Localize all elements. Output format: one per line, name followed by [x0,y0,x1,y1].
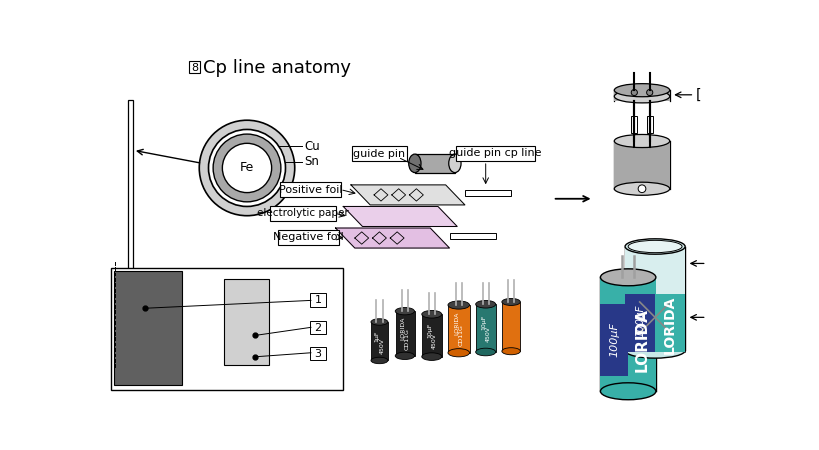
Text: CD11G: CD11G [458,324,463,346]
Text: 1μF: 1μF [374,331,379,342]
FancyBboxPatch shape [280,182,341,197]
Bar [447,305,469,353]
Ellipse shape [475,301,495,308]
Ellipse shape [395,352,414,360]
Text: 8: 8 [191,63,198,73]
FancyBboxPatch shape [310,293,325,306]
Bar [128,100,133,301]
Text: 1: 1 [314,295,321,305]
FancyBboxPatch shape [310,347,325,360]
FancyBboxPatch shape [351,146,406,161]
Ellipse shape [613,90,669,103]
Bar [464,190,510,196]
Ellipse shape [613,135,669,148]
Ellipse shape [447,301,469,309]
Bar [613,141,669,189]
Bar [114,271,181,385]
Text: LORIDA: LORIDA [634,308,649,372]
Bar [631,116,636,133]
FancyBboxPatch shape [188,61,200,73]
Text: 100μF: 100μF [635,305,645,338]
Circle shape [646,90,652,95]
Text: LORIDA: LORIDA [454,311,459,335]
Text: Positive foil: Positive foil [278,184,342,194]
Text: Fe: Fe [240,162,254,175]
Polygon shape [343,207,457,226]
Bar [646,116,652,133]
Text: [: [ [695,88,700,102]
Ellipse shape [421,310,441,318]
Text: 3: 3 [314,349,321,359]
Bar [600,304,627,376]
Ellipse shape [600,269,655,286]
Text: 450V: 450V [431,333,436,348]
Circle shape [631,90,636,95]
Ellipse shape [370,357,387,364]
Bar [111,268,343,390]
Circle shape [213,134,281,202]
Circle shape [199,120,294,216]
Text: Negative foil: Negative foil [273,232,343,242]
Ellipse shape [447,349,469,357]
FancyBboxPatch shape [278,230,338,245]
Text: 100μF: 100μF [609,323,618,357]
Text: guide pin: guide pin [353,149,405,159]
Ellipse shape [408,154,420,173]
Circle shape [222,143,271,193]
Text: Cu: Cu [305,140,320,153]
Bar [624,247,685,351]
Text: LORIDA: LORIDA [400,316,405,340]
Text: 450V: 450V [485,326,490,342]
FancyBboxPatch shape [270,206,336,220]
Text: LORIDA: LORIDA [662,296,676,354]
Bar [224,279,269,365]
Ellipse shape [421,353,441,360]
Bar [613,90,669,101]
Text: 10μF: 10μF [427,323,432,338]
Ellipse shape [501,348,520,355]
Bar [421,314,441,356]
Text: 450V: 450V [378,338,384,354]
Ellipse shape [613,182,669,195]
Ellipse shape [624,343,685,358]
Bar [414,154,455,173]
Ellipse shape [613,84,669,97]
Ellipse shape [448,154,460,173]
Ellipse shape [370,319,387,325]
Bar [654,294,685,352]
Text: CD11G: CD11G [404,328,410,350]
Text: electrolytic paper: electrolytic paper [257,208,349,218]
Ellipse shape [475,348,495,356]
Bar [395,311,414,356]
Text: Cp line anatomy: Cp line anatomy [203,59,351,77]
Circle shape [637,185,645,193]
Bar [624,294,654,352]
Bar [475,304,495,352]
Ellipse shape [627,240,681,252]
Ellipse shape [624,239,685,254]
FancyBboxPatch shape [455,146,535,161]
Ellipse shape [600,383,655,400]
Text: Sn: Sn [305,155,319,168]
Polygon shape [335,228,449,248]
Ellipse shape [501,298,520,306]
Text: 2: 2 [314,323,321,333]
Bar [600,277,655,391]
Bar [501,302,520,351]
Text: 10μF: 10μF [480,315,486,330]
Polygon shape [351,185,464,205]
Text: guide pin cp line: guide pin cp line [449,148,541,158]
FancyBboxPatch shape [310,321,325,334]
Ellipse shape [395,307,414,315]
Bar [370,322,387,360]
Circle shape [208,130,285,207]
Bar [449,234,495,239]
